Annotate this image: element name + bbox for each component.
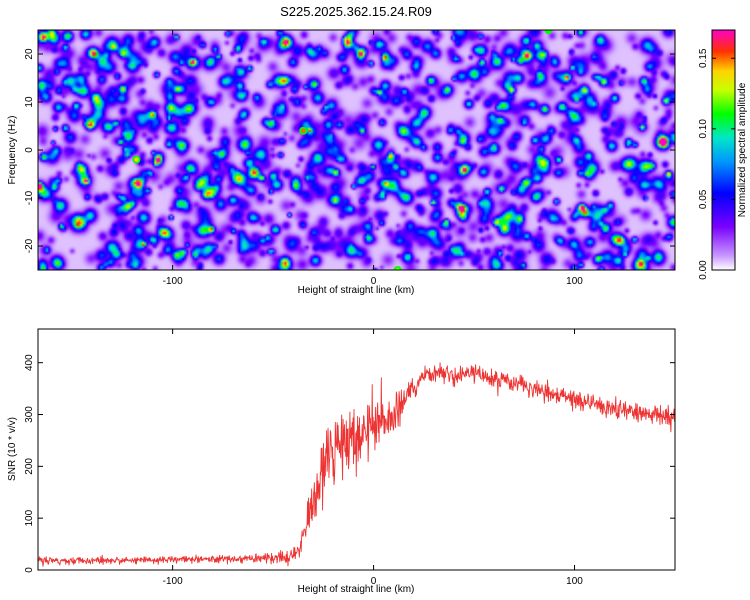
y-tick-label: 20 (24, 48, 35, 60)
heatmap-x-axis: -100 0 100 (163, 30, 583, 287)
colorbar-tick-label: 0.05 (698, 189, 709, 209)
colorbar-ticks: 0.00 0.05 0.10 0.15 (698, 48, 735, 280)
y-tick-label: 300 (24, 406, 35, 423)
heatmap-image (38, 30, 675, 270)
y-tick-label: 200 (24, 458, 35, 475)
x-tick-label: 100 (566, 576, 583, 587)
colorbar: 0.00 0.05 0.10 0.15 Normalized spectral amp… (698, 29, 748, 280)
colorbar-tick-label: 0.00 (698, 260, 709, 280)
colorbar-tick-label: 0.15 (698, 48, 709, 68)
y-tick-label: 0 (24, 567, 35, 573)
x-tick-label: -100 (163, 576, 183, 587)
heatmap-peak (134, 157, 139, 162)
snr-y-axis: 0 100 200 300 400 (24, 354, 675, 573)
snr-x-axis: -100 0 100 (163, 329, 583, 587)
heatmap-x-label: Height of straight line (km) (298, 285, 415, 296)
y-tick-label: 10 (24, 96, 35, 108)
chart-title: S225.2025.362.15.24.R09 (280, 4, 432, 19)
heatmap-y-label: Frequency (Hz) (7, 116, 18, 185)
snr-series-line (38, 362, 675, 567)
y-tick-label: 400 (24, 354, 35, 371)
heatmap-peak (301, 128, 306, 133)
y-tick-label: -20 (24, 238, 35, 253)
x-tick-label: 0 (371, 276, 377, 287)
colorbar-label: Normalized spectral amplitude (737, 82, 748, 217)
snr-y-label: SNR (10 * v/v) (7, 417, 18, 481)
snr-x-label: Height of straight line (km) (298, 584, 415, 595)
snr-frame (37, 328, 676, 571)
y-tick-label: -10 (24, 190, 35, 205)
x-tick-label: 100 (566, 276, 583, 287)
heatmap-y-axis: -20 -10 0 10 20 (24, 48, 675, 253)
x-tick-label: -100 (163, 276, 183, 287)
y-tick-label: 100 (24, 509, 35, 526)
colorbar-tick-label: 0.10 (698, 119, 709, 139)
heatmap-peaks (132, 30, 553, 270)
heatmap-peak (395, 267, 400, 270)
x-tick-label: 0 (371, 576, 377, 587)
heatmap-peak (546, 30, 551, 33)
snr-panel: -100 0 100 0 100 200 300 400 Height of straigh… (7, 328, 676, 595)
colorbar-gradient (711, 29, 736, 271)
y-tick-label: 0 (24, 147, 35, 153)
